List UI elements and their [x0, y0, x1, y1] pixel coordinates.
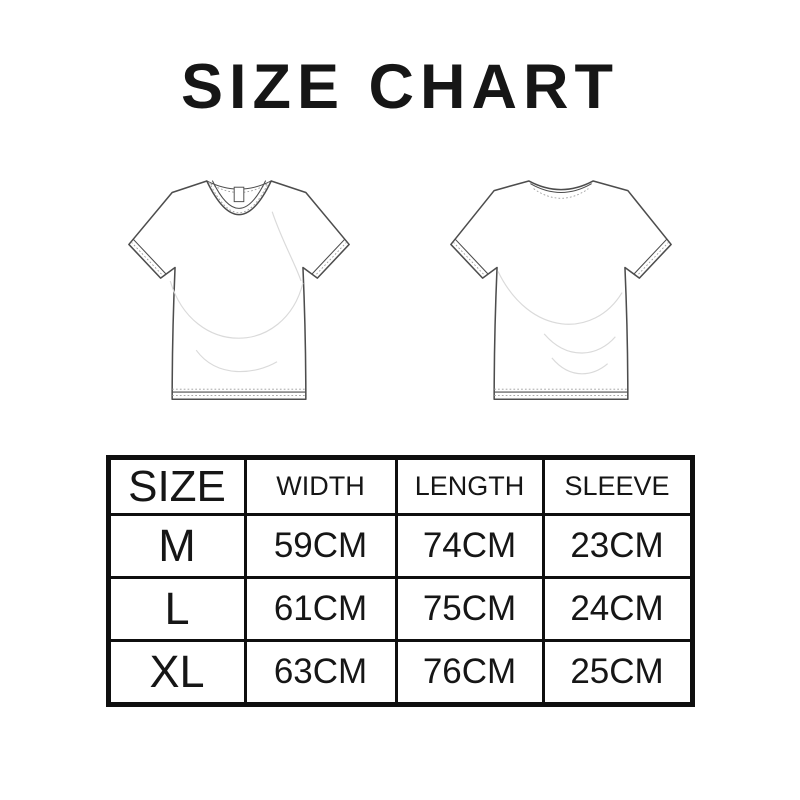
- column-header-sleeve: SLEEVE: [541, 456, 694, 516]
- sleeve-value-xl: 25CM: [541, 639, 694, 706]
- table-row-xl: XL 63CM 76CM 25CM: [106, 639, 694, 706]
- tshirt-front-cuff-stitching: [130, 239, 348, 277]
- sleeve-value-l: 24CM: [541, 576, 694, 642]
- column-header-length: LENGTH: [394, 456, 545, 516]
- column-header-width: WIDTH: [243, 456, 398, 516]
- table-row-l: L 61CM 75CM 24CM: [106, 576, 694, 642]
- tshirt-front-hem-stitching: [171, 388, 307, 396]
- size-table: SIZE WIDTH LENGTH SLEEVE M 59CM 74CM 23C…: [105, 455, 695, 707]
- neck-tag: [233, 186, 245, 203]
- page-title: SIZE CHART: [181, 52, 619, 122]
- tshirt-front-fold-lines: [169, 211, 304, 373]
- width-value-m: 59CM: [243, 513, 398, 579]
- tshirt-back-cuff-stitching: [452, 239, 670, 277]
- table-header-row: SIZE WIDTH LENGTH SLEEVE: [106, 456, 694, 516]
- tshirt-back-hem-stitching: [493, 388, 629, 396]
- size-value-xl: XL: [106, 639, 247, 706]
- tshirt-front-outline: [128, 180, 350, 401]
- width-value-xl: 63CM: [243, 639, 398, 706]
- tshirt-front-collar: [206, 180, 272, 213]
- length-value-l: 75CM: [394, 576, 545, 642]
- tshirt-back-collar: [530, 183, 592, 199]
- sleeve-value-m: 23CM: [541, 513, 694, 579]
- length-value-xl: 76CM: [394, 639, 545, 706]
- tshirt-front-drawing-icon: [128, 180, 350, 401]
- length-value-m: 74CM: [394, 513, 545, 579]
- tshirt-back-drawing-icon: [450, 180, 672, 401]
- table-row-m: M 59CM 74CM 23CM: [106, 513, 694, 579]
- size-value-l: L: [106, 576, 247, 642]
- size-value-m: M: [106, 513, 247, 579]
- tshirt-back-fold-lines: [497, 271, 623, 375]
- column-header-size: SIZE: [106, 456, 247, 516]
- tshirt-back-outline: [450, 180, 672, 401]
- tshirt-illustrations: [0, 175, 800, 411]
- width-value-l: 61CM: [243, 576, 398, 642]
